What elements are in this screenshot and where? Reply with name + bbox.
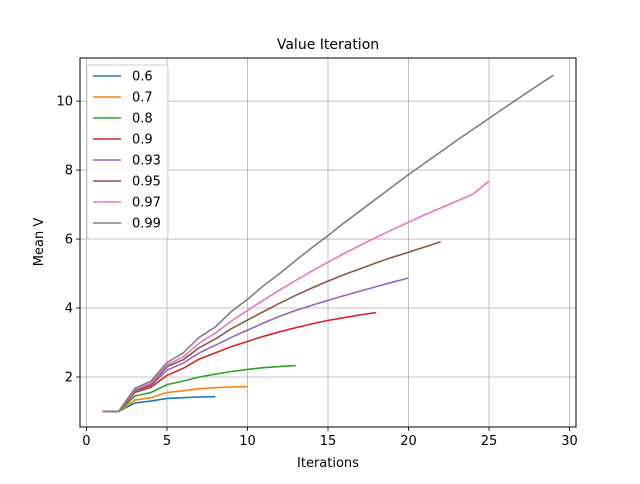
chart-title: Value Iteration bbox=[277, 37, 379, 53]
series-line-0-97 bbox=[102, 180, 490, 413]
legend: 0.6 0.7 0.8 0.9 0.93 0.95 0.97 0.99 bbox=[86, 64, 169, 240]
x-tick-label: 10 bbox=[239, 434, 256, 449]
series-line-0-95 bbox=[102, 241, 441, 413]
y-axis-ticks: 2 4 6 8 10 bbox=[56, 95, 80, 385]
series-line-0-99 bbox=[102, 74, 554, 413]
x-tick-label: 5 bbox=[163, 434, 171, 449]
legend-label: 0.9 bbox=[132, 133, 153, 148]
series-lines bbox=[102, 74, 554, 413]
x-axis-label: Iterations bbox=[297, 456, 359, 471]
x-tick-label: 15 bbox=[320, 434, 337, 449]
legend-label: 0.8 bbox=[132, 112, 153, 127]
y-tick-label: 4 bbox=[65, 302, 73, 317]
y-tick-label: 6 bbox=[65, 233, 73, 248]
x-tick-label: 0 bbox=[82, 434, 90, 449]
y-tick-label: 10 bbox=[56, 95, 73, 110]
legend-label: 0.97 bbox=[132, 196, 161, 211]
series-line-0-7 bbox=[102, 385, 248, 413]
y-tick-label: 2 bbox=[65, 370, 73, 385]
legend-label: 0.7 bbox=[132, 91, 153, 106]
legend-label: 0.95 bbox=[132, 175, 161, 190]
legend-box bbox=[86, 64, 169, 240]
x-axis-ticks: 0 5 10 15 20 25 30 bbox=[82, 427, 578, 449]
legend-label: 0.93 bbox=[132, 154, 161, 169]
x-tick-label: 20 bbox=[400, 434, 417, 449]
series-line-0-93 bbox=[102, 277, 409, 413]
x-tick-label: 30 bbox=[561, 434, 578, 449]
series-line-0-8 bbox=[102, 364, 296, 413]
grid bbox=[80, 58, 576, 427]
series-line-0-9 bbox=[102, 311, 377, 413]
legend-label: 0.6 bbox=[132, 70, 153, 85]
y-tick-label: 8 bbox=[65, 164, 73, 179]
legend-label: 0.99 bbox=[132, 217, 161, 232]
x-tick-label: 25 bbox=[481, 434, 498, 449]
y-axis-label: Mean V bbox=[32, 218, 47, 267]
